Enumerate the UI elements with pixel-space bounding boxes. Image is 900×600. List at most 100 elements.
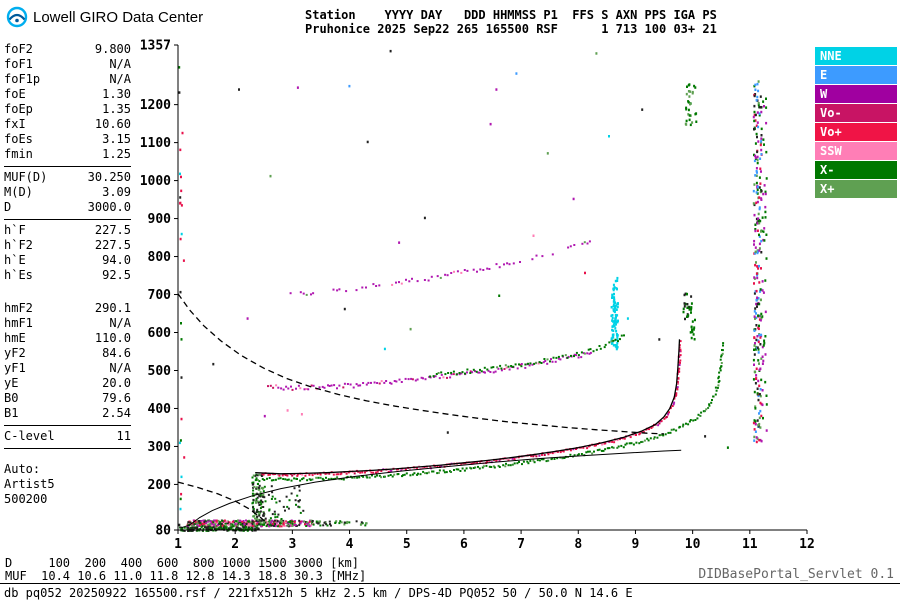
param-row-hmf2: hmF2 290.1 (4, 301, 131, 316)
param-label: h`Es (4, 268, 33, 282)
autoscaling-label: Auto: (4, 462, 41, 476)
param-label: B0 (4, 391, 19, 405)
param-value: 2.54 (102, 406, 131, 420)
param-value: N/A (109, 316, 131, 330)
svg-text:9: 9 (632, 537, 640, 552)
param-row-fmin: fmin 1.25 (4, 147, 131, 162)
param-value: 11 (116, 429, 131, 443)
param-value: N/A (109, 361, 131, 375)
param-label: foEs (4, 132, 33, 146)
svg-text:400: 400 (148, 402, 172, 417)
legend-item-ssw: SSW (815, 142, 897, 160)
param-row-clevel: C-level 11 (4, 429, 131, 444)
param-row-foe: foE 1.30 (4, 87, 131, 102)
param-row-he: h`E 94.0 (4, 253, 131, 268)
status-line: db pq052 20250922 165500.rsf / 221fx512h… (4, 586, 633, 600)
noise-layer (178, 49, 768, 531)
panel-gap (4, 283, 131, 301)
svg-text:2: 2 (231, 537, 239, 552)
param-value: N/A (109, 72, 131, 86)
svg-text:7: 7 (517, 537, 525, 552)
svg-text:12: 12 (799, 537, 815, 552)
param-label: yF2 (4, 346, 26, 360)
svg-text:800: 800 (148, 250, 172, 265)
svg-text:1: 1 (174, 537, 182, 552)
param-row-md: M(D) 3.09 (4, 185, 131, 200)
param-label: C-level (4, 429, 55, 443)
param-label: foF2 (4, 42, 33, 56)
param-value: 227.5 (94, 238, 131, 252)
param-label: h`F (4, 223, 26, 237)
param-row-hf: h`F 227.5 (4, 223, 131, 238)
param-value: 79.6 (102, 391, 131, 405)
model-lines (177, 293, 682, 529)
panel-divider (4, 219, 131, 220)
svg-text:500: 500 (148, 364, 172, 379)
svg-text:900: 900 (148, 212, 172, 227)
legend-item-x: X- (815, 161, 897, 179)
param-label: h`F2 (4, 238, 33, 252)
param-value: 9.800 (94, 42, 131, 56)
panel-divider (4, 448, 131, 449)
legend-item-vo: Vo+ (815, 123, 897, 141)
param-label: foEp (4, 102, 33, 116)
parameter-panel: foF2 9.800 foF1 N/A foF1p N/A foE 1.30 foEp 1.35 f… (4, 42, 131, 507)
param-row-hf2: h`F2 227.5 (4, 238, 131, 253)
param-label: hmF2 (4, 301, 33, 315)
param-label: hmF1 (4, 316, 33, 330)
param-row-hme: hmE 110.0 (4, 331, 131, 346)
svg-text:8: 8 (574, 537, 582, 552)
param-row-fxi: fxI 10.60 (4, 117, 131, 132)
param-label: fxI (4, 117, 26, 131)
panel-divider (4, 425, 131, 426)
panel-gap (4, 452, 131, 462)
param-row-foep: foEp 1.35 (4, 102, 131, 117)
param-row-hes: h`Es 92.5 (4, 268, 131, 283)
legend-item-nne: NNE (815, 47, 897, 65)
legend-item-w: W (815, 85, 897, 103)
svg-text:200: 200 (148, 478, 172, 493)
param-label: fmin (4, 147, 33, 161)
param-value: 3000.0 (87, 200, 131, 214)
param-row-hmf1: hmF1 N/A (4, 316, 131, 331)
param-label: MUF(D) (4, 170, 48, 184)
param-label: yE (4, 376, 19, 390)
param-label: D (4, 200, 12, 214)
param-value: 94.0 (102, 253, 131, 267)
param-value: 84.6 (102, 346, 131, 360)
param-label: foE (4, 87, 26, 101)
svg-text:5: 5 (403, 537, 411, 552)
legend-item-vo: Vo- (815, 104, 897, 122)
param-label: hmE (4, 331, 26, 345)
giro-logo: Lowell GIRO Data Center (6, 6, 203, 28)
svg-text:600: 600 (148, 326, 172, 341)
param-value: 1.25 (102, 147, 131, 161)
svg-text:1200: 1200 (140, 98, 171, 113)
param-row-fof1p: foF1p N/A (4, 72, 131, 87)
svg-text:6: 6 (460, 537, 468, 552)
param-value: 227.5 (94, 223, 131, 237)
param-row-ye: yE 20.0 (4, 376, 131, 391)
param-value: 290.1 (94, 301, 131, 315)
svg-text:300: 300 (148, 440, 172, 455)
param-row-foes: foEs 3.15 (4, 132, 131, 147)
param-row-fof2: foF2 9.800 (4, 42, 131, 57)
axes: 1 2 3 4 5 6 7 8 9 10 11 128020030040050060070080090… (140, 39, 815, 553)
autoscaling-value: Artist5 (4, 477, 55, 491)
param-label: foF1p (4, 72, 41, 86)
param-label: B1 (4, 406, 19, 420)
svg-text:80: 80 (155, 524, 171, 539)
param-label: M(D) (4, 185, 33, 199)
logo-text: Lowell GIRO Data Center (33, 8, 204, 26)
servlet-version: DIDBasePortal_Servlet 0.1 (698, 567, 894, 582)
es-layer (179, 473, 368, 532)
footer-divider (0, 583, 900, 584)
svg-text:11: 11 (742, 537, 758, 552)
svg-text:1100: 1100 (140, 136, 171, 151)
param-value: 92.5 (102, 268, 131, 282)
param-label: h`E (4, 253, 26, 267)
distance-row: D 100 200 400 600 800 1000 1500 3000 [km… (5, 556, 360, 570)
svg-text:700: 700 (148, 288, 172, 303)
param-row-mufd: MUF(D) 30.250 (4, 170, 131, 185)
